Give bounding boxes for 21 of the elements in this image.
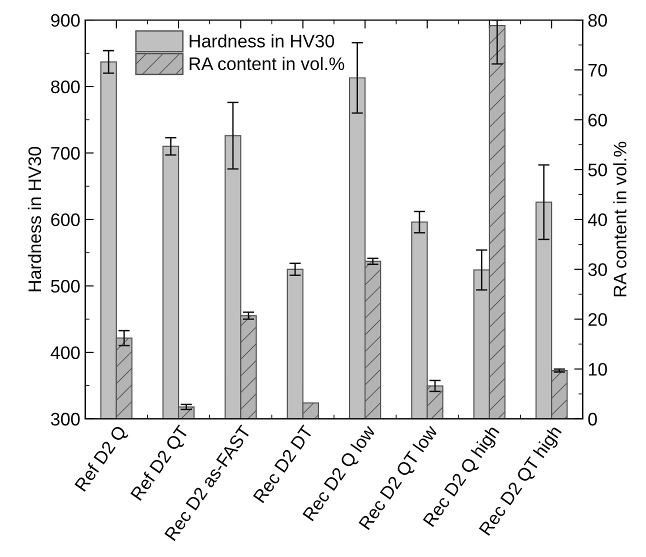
y-tick-label: 300 (50, 412, 80, 426)
y-axis-title: Hardness in HV30 (28, 146, 42, 292)
y2-tick-label: 0 (588, 412, 597, 426)
y-tick-label: 800 (51, 80, 80, 94)
y2-tick-label: 70 (588, 64, 607, 77)
y2-tick-label: 60 (588, 114, 607, 126)
y2-tick-label: 20 (588, 313, 607, 326)
y-tick-label: 900 (51, 14, 80, 27)
y2-tick-label: 40 (588, 213, 607, 226)
y2-tick-label: 30 (588, 263, 607, 276)
y2-tick-label: 50 (588, 164, 607, 176)
legend-label: RA content in vol.% (190, 56, 344, 70)
y-tick-label: 500 (51, 280, 80, 293)
y-tick-label: 400 (50, 346, 80, 360)
x-tick-label: Rec D2 DT (252, 424, 314, 504)
y2-tick-label: 80 (588, 14, 607, 27)
y-tick-label: 700 (51, 146, 80, 160)
y2-tick-label: 10 (588, 362, 607, 376)
y2-axis-title: RA content in vol.% (613, 142, 626, 296)
y-tick-label: 600 (51, 213, 80, 226)
legend-label: Hardness in HV30 (190, 34, 334, 48)
